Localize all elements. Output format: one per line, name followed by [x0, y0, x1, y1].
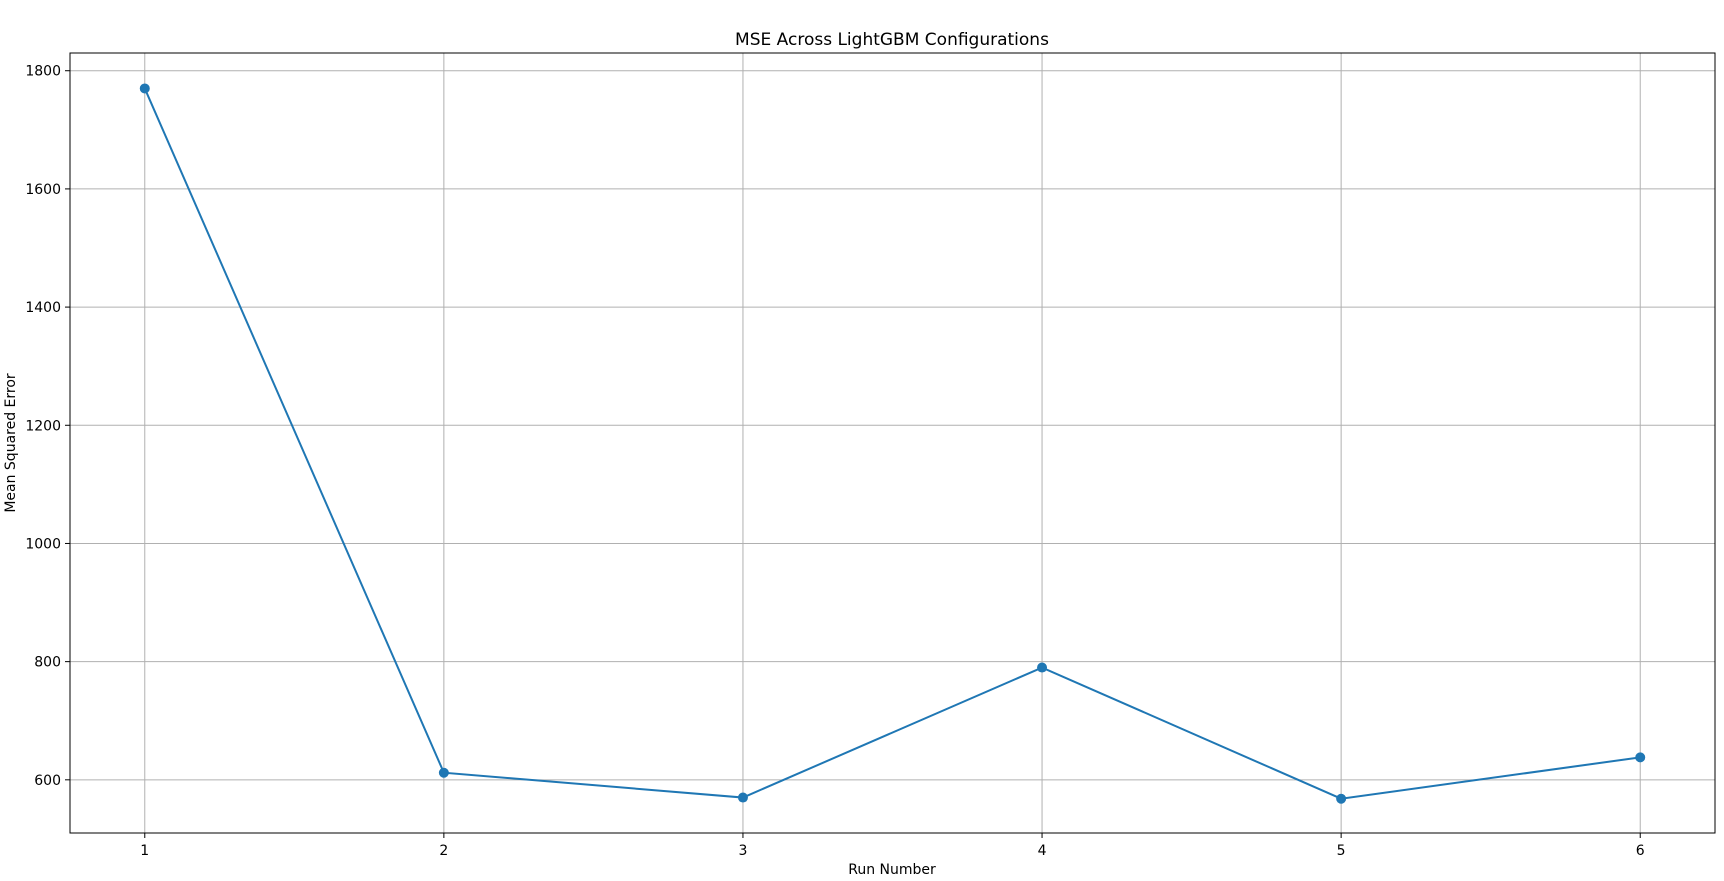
x-axis-label: Run Number	[848, 862, 936, 878]
x-tick-label: 5	[1337, 843, 1346, 859]
y-tick-label: 1800	[25, 64, 61, 80]
grid	[70, 53, 1715, 833]
y-tick-label: 1400	[25, 300, 61, 316]
y-tick-label: 1000	[25, 536, 61, 552]
data-point	[1037, 662, 1048, 673]
x-tick-label: 1	[140, 843, 149, 859]
plot-frame	[69, 52, 1716, 834]
y-tick-label: 1600	[25, 182, 61, 198]
data-point	[438, 767, 449, 778]
x-tick-label: 4	[1038, 843, 1047, 859]
data-point	[737, 792, 748, 803]
y-tick-label: 600	[34, 773, 61, 789]
y-axis-label: Mean Squared Error	[3, 373, 19, 513]
chart-title: MSE Across LightGBM Configurations	[735, 30, 1049, 50]
x-tick-label: 6	[1636, 843, 1645, 859]
y-tick-label: 800	[34, 655, 61, 671]
x-tick-label: 3	[738, 843, 747, 859]
x-tick-label: 2	[439, 843, 448, 859]
data-point	[1336, 793, 1347, 804]
data-point	[139, 83, 150, 94]
data-point	[1635, 752, 1646, 763]
series-line	[143, 88, 1641, 800]
x-axis-ticks: 1 2 3 4 5 6	[140, 833, 1645, 859]
series-layer	[139, 83, 1646, 804]
y-axis-ticks: 600 800 1000 1200 1400 1600 1800	[25, 64, 70, 789]
y-tick-label: 1200	[25, 418, 61, 434]
